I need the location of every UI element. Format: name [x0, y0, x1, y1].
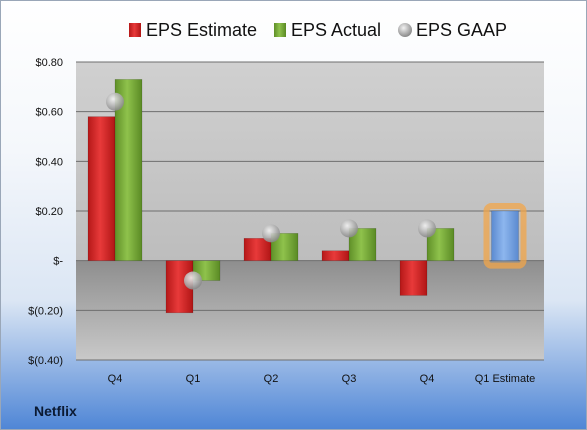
- bar-eps-estimate-future: [491, 210, 519, 261]
- bar-eps-estimate: [321, 250, 350, 261]
- bar-eps-estimate: [399, 260, 428, 296]
- x-axis-labels: Q4 Q1 Q2 Q3 Q4 Q1 Estimate: [108, 373, 536, 385]
- y-tick-label: $-: [53, 256, 63, 268]
- marker-eps-gaap: [340, 219, 358, 238]
- chart-legend: EPS Estimate EPS Actual EPS GAAP: [129, 20, 507, 40]
- bar-eps-actual: [114, 79, 143, 261]
- legend-swatch-eps-gaap: [398, 23, 412, 37]
- company-name: Netflix: [34, 403, 77, 419]
- x-category-label: Q1: [186, 373, 201, 385]
- x-category-label: Q1 Estimate: [475, 373, 536, 385]
- x-category-label: Q4: [108, 373, 123, 385]
- legend-swatch-eps-estimate: [129, 23, 141, 37]
- legend-label: EPS Actual: [291, 20, 381, 40]
- legend-label: EPS Estimate: [146, 20, 257, 40]
- future-estimate-glow: [483, 203, 527, 269]
- y-tick-label: $0.60: [35, 107, 63, 119]
- gaap-markers: [106, 92, 436, 290]
- y-tick-label: $(0.40): [28, 355, 63, 367]
- x-category-label: Q2: [264, 373, 279, 385]
- gridlines: [76, 61, 544, 361]
- bar-eps-estimate: [87, 116, 116, 261]
- y-tick-label: $0.80: [35, 57, 63, 69]
- bar-eps-estimate: [243, 238, 272, 261]
- x-category-label: Q3: [342, 373, 357, 385]
- marker-eps-gaap: [262, 224, 280, 243]
- legend-swatch-eps-actual: [274, 23, 286, 37]
- marker-eps-gaap: [106, 92, 124, 111]
- legend-label: EPS GAAP: [416, 20, 507, 40]
- marker-eps-gaap: [418, 219, 436, 238]
- y-tick-label: $(0.20): [28, 305, 63, 317]
- y-tick-label: $0.40: [35, 156, 63, 168]
- y-axis-ticks: $0.80 $0.60 $0.40 $0.20 $- $(0.20) $(0.40): [28, 57, 63, 367]
- y-tick-label: $0.20: [35, 206, 63, 218]
- x-category-label: Q4: [420, 373, 435, 385]
- marker-eps-gaap: [184, 271, 202, 290]
